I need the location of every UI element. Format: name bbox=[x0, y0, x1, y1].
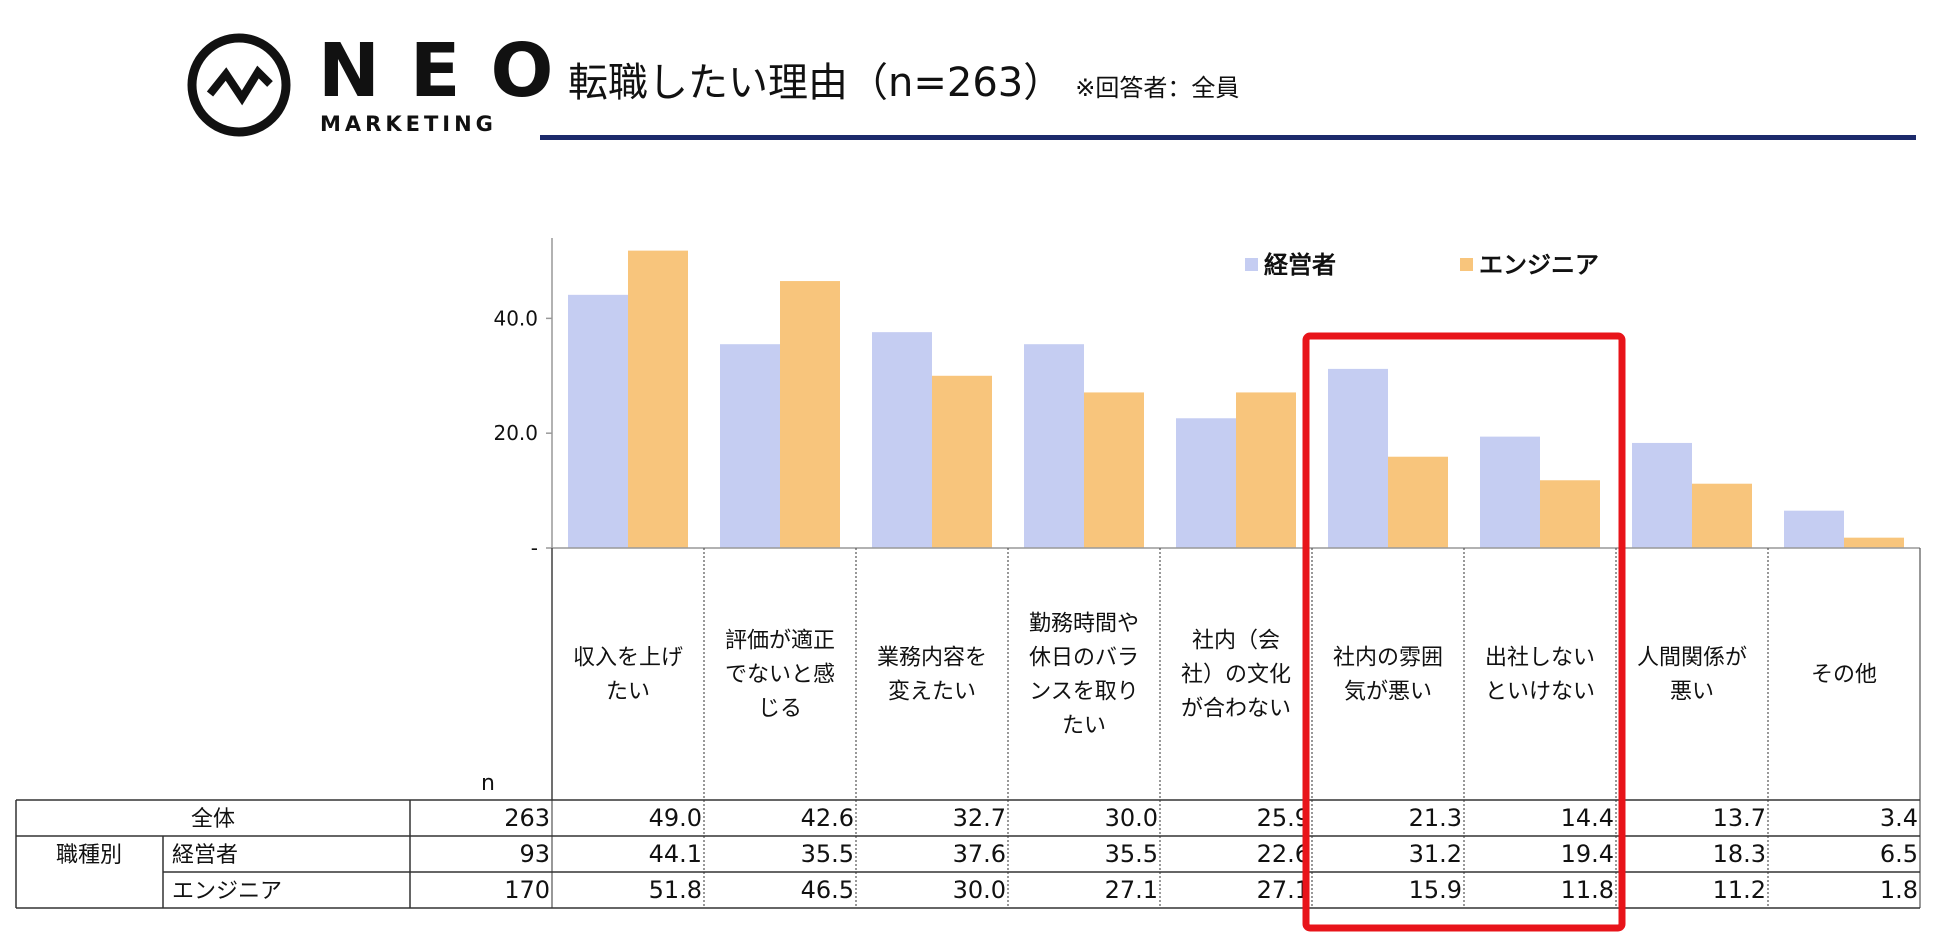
logo-subtitle: MARKETING bbox=[320, 112, 497, 136]
legend-label: 経営者 bbox=[1264, 251, 1336, 279]
neo-zigzag-circle-icon bbox=[187, 33, 291, 137]
category-label: 勤務時間や bbox=[1029, 611, 1139, 636]
legend-swatch bbox=[1245, 258, 1258, 271]
cell-value: 35.5 bbox=[1105, 840, 1158, 868]
category-label: 悪い bbox=[1670, 679, 1714, 704]
bar-keieisha bbox=[720, 344, 780, 548]
page-title-note: ※回答者：全員 bbox=[1075, 74, 1240, 102]
category-label: 気が悪い bbox=[1344, 679, 1432, 704]
y-tick-label: 20.0 bbox=[493, 421, 538, 445]
cell-value: 42.6 bbox=[801, 804, 854, 832]
bar-keieisha bbox=[1632, 442, 1692, 548]
bar-engineer bbox=[1844, 537, 1904, 548]
cell-value: 31.2 bbox=[1409, 840, 1462, 868]
title-rule bbox=[540, 135, 1916, 140]
legend-swatch bbox=[1460, 258, 1473, 271]
cell-value: 32.7 bbox=[953, 804, 1006, 832]
highlight-frame bbox=[1302, 332, 1626, 932]
category-label: 出社しない bbox=[1485, 645, 1595, 670]
bar-keieisha bbox=[1784, 510, 1844, 548]
bar-engineer bbox=[1236, 392, 1296, 548]
cell-value: 37.6 bbox=[953, 840, 1006, 868]
cell-value: 27.1 bbox=[1257, 876, 1310, 904]
cell-value: 6.5 bbox=[1880, 840, 1918, 868]
bar-engineer bbox=[1692, 483, 1752, 548]
category-label: じる bbox=[758, 696, 802, 721]
cell-value: 3.4 bbox=[1880, 804, 1918, 832]
category-label: 収入を上げ bbox=[573, 645, 683, 670]
category-label: たい bbox=[1062, 713, 1106, 738]
bar-keieisha bbox=[872, 332, 932, 548]
cell-value: 11.8 bbox=[1561, 876, 1614, 904]
cell-value: 27.1 bbox=[1105, 876, 1158, 904]
cell-value: 30.0 bbox=[953, 876, 1006, 904]
row-label: エンジニア bbox=[172, 879, 282, 904]
category-label: 社）の文化 bbox=[1181, 662, 1291, 687]
category-label: 業務内容を bbox=[877, 645, 987, 670]
category-label: が合わない bbox=[1181, 696, 1291, 721]
bar-engineer bbox=[932, 375, 992, 548]
bar-engineer bbox=[1388, 456, 1448, 548]
n-header: n bbox=[481, 771, 495, 796]
page-title: 転職したい理由（n=263） ※回答者：全員 bbox=[568, 50, 1239, 108]
cell-value: 49.0 bbox=[649, 804, 702, 832]
cell-n: 93 bbox=[519, 840, 550, 868]
bar-keieisha bbox=[568, 294, 628, 548]
cell-n: 263 bbox=[504, 804, 550, 832]
category-label: 人間関係が bbox=[1637, 645, 1747, 670]
cell-value: 11.2 bbox=[1713, 876, 1766, 904]
bar-engineer bbox=[780, 281, 840, 548]
group-label: 職種別 bbox=[56, 843, 122, 868]
cell-value: 15.9 bbox=[1409, 876, 1462, 904]
category-label: といけない bbox=[1485, 679, 1595, 704]
cell-value: 51.8 bbox=[649, 876, 702, 904]
row-label: 全体 bbox=[191, 807, 235, 832]
category-label: 変えたい bbox=[888, 679, 976, 704]
bar-engineer bbox=[1540, 480, 1600, 548]
legend-label: エンジニア bbox=[1479, 251, 1599, 279]
row-label: 経営者 bbox=[172, 843, 238, 868]
bar-keieisha bbox=[1176, 418, 1236, 548]
cell-value: 13.7 bbox=[1713, 804, 1766, 832]
cell-value: 44.1 bbox=[649, 840, 702, 868]
page-title-main: 転職したい理由（n=263） bbox=[568, 60, 1064, 106]
category-label: でないと感 bbox=[725, 662, 835, 687]
chart-axis: - 20.0 40.0 bbox=[493, 238, 1920, 560]
category-label: たい bbox=[606, 679, 650, 704]
cell-value: 21.3 bbox=[1409, 804, 1462, 832]
chart-legend: 経営者 エンジニア bbox=[1245, 251, 1599, 279]
cell-n: 170 bbox=[504, 876, 550, 904]
cell-value: 18.3 bbox=[1713, 840, 1766, 868]
cell-value: 30.0 bbox=[1105, 804, 1158, 832]
category-label: ンスを取り bbox=[1029, 679, 1139, 704]
cell-value: 14.4 bbox=[1561, 804, 1614, 832]
logo-word: NEO bbox=[318, 28, 584, 114]
category-label: 休日のバラ bbox=[1029, 645, 1139, 670]
bar-keieisha bbox=[1024, 344, 1084, 548]
cell-value: 1.8 bbox=[1880, 876, 1918, 904]
category-label: 社内の雰囲 bbox=[1333, 645, 1443, 670]
chart-bars bbox=[568, 250, 1904, 548]
bar-engineer bbox=[1084, 392, 1144, 548]
bar-keieisha bbox=[1480, 436, 1540, 548]
bar-keieisha bbox=[1328, 368, 1388, 548]
category-label: その他 bbox=[1811, 662, 1877, 687]
cell-value: 35.5 bbox=[801, 840, 854, 868]
category-label: 社内（会 bbox=[1192, 628, 1280, 653]
cell-value: 22.6 bbox=[1257, 840, 1310, 868]
y-tick-label: 40.0 bbox=[493, 306, 538, 330]
cell-value: 25.9 bbox=[1257, 804, 1310, 832]
category-label: 評価が適正 bbox=[725, 628, 835, 653]
highlight-rect bbox=[1302, 332, 1626, 932]
cell-value: 19.4 bbox=[1561, 840, 1614, 868]
cell-value: 46.5 bbox=[801, 876, 854, 904]
y-tick-label: - bbox=[531, 536, 538, 560]
bar-engineer bbox=[628, 250, 688, 548]
neo-marketing-logo: NEO MARKETING bbox=[186, 32, 553, 144]
